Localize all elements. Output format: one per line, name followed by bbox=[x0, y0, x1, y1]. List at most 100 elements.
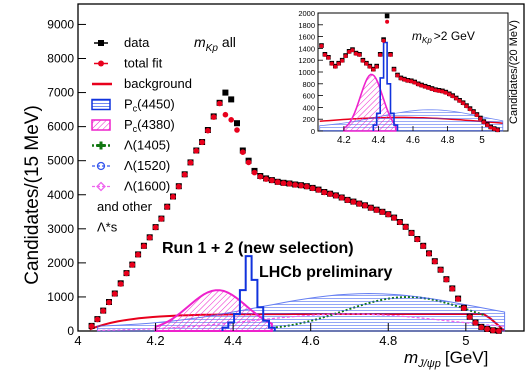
fit-point bbox=[199, 139, 205, 146]
y-tick-label: 7000 bbox=[47, 86, 74, 100]
fit-point bbox=[94, 316, 101, 323]
fit-point bbox=[478, 324, 485, 331]
fit-point bbox=[257, 173, 264, 180]
y-tick-label: 6000 bbox=[47, 120, 74, 134]
inset-fit-point bbox=[440, 89, 445, 94]
inset-fit-point bbox=[367, 64, 372, 69]
inset-plot-marks bbox=[319, 13, 504, 133]
legend-data-label: data bbox=[124, 35, 150, 50]
fit-point bbox=[269, 177, 275, 184]
fit-point bbox=[420, 243, 427, 249]
data-point bbox=[228, 96, 235, 103]
y-tick-label: 2000 bbox=[47, 256, 74, 270]
fit-point bbox=[368, 205, 374, 211]
fit-point bbox=[251, 169, 258, 176]
fit-point bbox=[379, 209, 386, 215]
inset-fit-point bbox=[319, 44, 324, 48]
inset-fit-point bbox=[395, 73, 400, 78]
fit-point bbox=[193, 148, 200, 154]
fit-point bbox=[496, 328, 502, 334]
inset-fit-point bbox=[443, 90, 448, 95]
inset-fit-point bbox=[419, 83, 424, 88]
inset-mass-label-tail: >2 GeV bbox=[434, 29, 475, 43]
legend: data total fit background Pc(4450) Pc(4380) Λ… bbox=[91, 35, 192, 235]
fit-point bbox=[245, 159, 252, 166]
fit-point bbox=[210, 114, 217, 120]
legend-pc4450-swatch bbox=[91, 98, 111, 111]
inset-mass-label: mKp >2 GeV bbox=[412, 29, 475, 45]
fit-point bbox=[170, 194, 176, 200]
fit-point bbox=[449, 286, 456, 292]
inset-fit-point bbox=[381, 38, 386, 43]
inset-fit-point bbox=[333, 64, 338, 69]
fit-point bbox=[373, 207, 380, 213]
fit-point bbox=[461, 305, 467, 312]
annotation-lhcb: LHCb preliminary bbox=[259, 264, 392, 281]
inset-y-tick-label: 1800 bbox=[298, 21, 315, 30]
main-plot-axes: 4 4.2 4.4 4.6 4.8 501000200030004000500060007… bbox=[47, 17, 469, 348]
fit-point bbox=[292, 182, 299, 188]
inset-pc4380-peak bbox=[343, 73, 397, 132]
x-tick-label: 4.4 bbox=[224, 333, 242, 348]
legend-pc4450-label: Pc(4450) bbox=[124, 97, 175, 114]
inset-fit-point bbox=[388, 52, 393, 57]
inset-fit-point bbox=[423, 84, 428, 89]
fit-point bbox=[228, 117, 234, 123]
fit-point bbox=[356, 201, 363, 207]
fit-point bbox=[333, 193, 339, 199]
fit-point bbox=[280, 180, 287, 186]
fit-point bbox=[472, 320, 479, 326]
fit-point bbox=[123, 270, 130, 277]
legend-l1405-label: Λ(1405) bbox=[124, 138, 170, 153]
inset-fit-point bbox=[360, 58, 365, 63]
fit-point bbox=[304, 183, 310, 190]
inset-fit-point bbox=[378, 52, 383, 57]
inset-y-tick-label: 0 bbox=[311, 127, 315, 136]
y-tick-label: 3000 bbox=[47, 222, 74, 236]
fit-point bbox=[222, 111, 229, 118]
fit-point bbox=[117, 281, 124, 287]
x-tick-label: 5 bbox=[462, 333, 469, 348]
inset-fit-point bbox=[402, 77, 407, 82]
fit-point bbox=[327, 191, 333, 197]
pc4380-peak bbox=[154, 289, 273, 332]
inset-fit-point bbox=[350, 48, 355, 53]
inset-plot-axes: 4.2 4.4 4.6 4.8 5 0 200 400 600 800 1000 1200 1400 16… bbox=[298, 9, 485, 146]
y-tick-label: 8000 bbox=[47, 52, 74, 66]
x-tick-label: 4.2 bbox=[147, 333, 165, 348]
inset-fit-point bbox=[405, 78, 410, 83]
fit-point bbox=[344, 197, 351, 203]
fit-point bbox=[309, 185, 316, 192]
inset-fit-point bbox=[461, 101, 466, 106]
inset-pc4450-histogram bbox=[372, 41, 399, 131]
inset-fit-point bbox=[485, 123, 490, 128]
fit-point bbox=[274, 179, 281, 185]
inset-fit-point bbox=[357, 52, 362, 57]
legend-l1520-marker bbox=[96, 161, 106, 171]
inset-x-tick-label: 4.8 bbox=[441, 135, 455, 146]
main-plot-marks bbox=[88, 89, 506, 334]
y-tick-label: 4000 bbox=[47, 188, 74, 202]
y-tick-label: 9000 bbox=[47, 17, 74, 31]
main-mass-label: mKp all bbox=[194, 34, 236, 54]
inset-fit-point bbox=[447, 92, 452, 97]
fit-point bbox=[181, 171, 188, 178]
inset-y-tick-label: 2000 bbox=[298, 9, 315, 18]
fit-point bbox=[240, 149, 246, 155]
inset-y-tick-label: 1000 bbox=[298, 68, 315, 77]
fit-point bbox=[146, 234, 153, 241]
data-point bbox=[222, 89, 229, 96]
fit-point bbox=[391, 215, 397, 221]
inset-fit-point bbox=[398, 76, 403, 81]
fit-point bbox=[466, 314, 473, 320]
x-tick-label: 4.8 bbox=[379, 333, 397, 348]
inset-fit-point bbox=[371, 67, 376, 72]
inset-fit-point bbox=[340, 58, 345, 63]
inset-fit-point bbox=[464, 104, 469, 109]
inset-fit-point bbox=[326, 55, 331, 60]
inset-y-tick-label: 800 bbox=[302, 80, 315, 89]
fit-point bbox=[437, 267, 444, 273]
inset-fit-point bbox=[481, 120, 486, 125]
fit-point bbox=[135, 251, 141, 258]
fit-point bbox=[321, 189, 328, 196]
